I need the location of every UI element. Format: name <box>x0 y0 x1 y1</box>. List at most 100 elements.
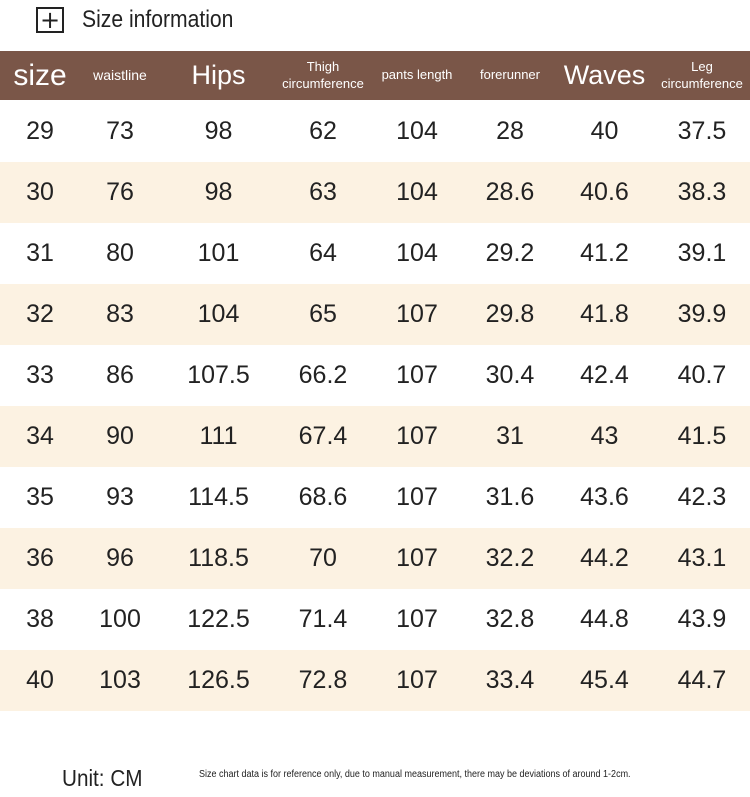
table-cell: 98 <box>204 116 233 145</box>
table-cell: 41.2 <box>580 239 629 267</box>
table-cell: 32 <box>26 300 54 328</box>
header-waistline: waistline <box>93 66 147 83</box>
table-cell: 65 <box>309 300 337 328</box>
table-cell: 38 <box>26 605 54 633</box>
table-cell: 107 <box>396 361 438 389</box>
table-cell: 33 <box>26 361 54 389</box>
table-cell: 40 <box>26 666 54 694</box>
table-cell: 72.8 <box>298 666 348 694</box>
table-cell: 107.5 <box>187 361 250 389</box>
table-cell: 42.4 <box>580 361 629 389</box>
table-cell: 107 <box>396 422 438 450</box>
table-cell: 28.6 <box>485 178 535 206</box>
table-cell: 34 <box>26 422 54 450</box>
table-cell: 62 <box>309 116 337 145</box>
table-cell: 90 <box>106 422 134 450</box>
table-cell: 42.3 <box>677 483 727 511</box>
table-cell: 122.5 <box>187 605 250 633</box>
table-cell: 41.8 <box>580 300 629 328</box>
table-row: 34 90 111 67.4 107 31 43 41.5 <box>0 406 750 467</box>
unit-label: Unit: CM <box>62 765 143 791</box>
size-table: size waistline Hips Thigh circumference p… <box>0 51 750 711</box>
table-cell: 35 <box>26 483 54 511</box>
table-row: 40 103 126.5 72.8 107 33.4 45.4 44.7 <box>0 650 750 711</box>
table-cell: 80 <box>106 239 134 267</box>
table-cell: 107 <box>396 605 438 633</box>
table-cell: 44.2 <box>580 544 629 572</box>
header-thigh-circumference: Thigh circumference <box>282 59 364 91</box>
table-cell: 44.7 <box>677 666 727 694</box>
table-cell: 45.4 <box>580 666 629 694</box>
table-cell: 104 <box>197 300 240 328</box>
page-title: Size information <box>82 6 234 33</box>
table-cell: 107 <box>396 483 438 511</box>
table-row: 33 86 107.5 66.2 107 30.4 42.4 40.7 <box>0 345 750 406</box>
table-cell: 41.5 <box>677 422 727 450</box>
table-cell: 107 <box>396 544 438 572</box>
table-cell: 67.4 <box>298 422 348 450</box>
table-cell: 43 <box>590 422 619 450</box>
table-cell: 43.1 <box>677 544 727 572</box>
table-cell: 40.7 <box>677 361 727 389</box>
header-leg-circumference: Leg circumference <box>661 59 743 91</box>
table-cell: 43.9 <box>677 605 727 633</box>
table-cell: 37.5 <box>677 116 727 145</box>
table-cell: 86 <box>106 361 134 389</box>
table-cell: 64 <box>309 239 337 267</box>
table-cell: 31.6 <box>485 483 535 511</box>
table-cell: 32.8 <box>485 605 535 633</box>
table-cell: 68.6 <box>298 483 348 511</box>
table-cell: 32.2 <box>485 544 535 572</box>
header-pants-length: pants length <box>381 67 453 83</box>
table-cell: 33.4 <box>485 666 535 694</box>
header-hips: Hips <box>191 59 246 90</box>
table-cell: 43.6 <box>580 483 629 511</box>
table-cell: 83 <box>106 300 134 328</box>
table-cell: 28 <box>496 116 524 145</box>
table-cell: 71.4 <box>298 605 348 633</box>
table-cell: 70 <box>309 544 337 572</box>
table-cell: 104 <box>396 116 438 145</box>
table-row: 38 100 122.5 71.4 107 32.8 44.8 43.9 <box>0 589 750 650</box>
table-row: 35 93 114.5 68.6 107 31.6 43.6 42.3 <box>0 467 750 528</box>
table-cell: 39.9 <box>677 300 727 328</box>
table-cell: 114.5 <box>188 483 249 511</box>
table-cell: 31 <box>496 422 524 450</box>
table-cell: 29.8 <box>485 300 535 328</box>
table-cell: 29.2 <box>485 239 535 267</box>
table-cell: 36 <box>26 544 54 572</box>
table-cell: 40 <box>590 116 619 145</box>
table-cell: 93 <box>106 483 134 511</box>
table-cell: 111 <box>199 422 238 450</box>
table-cell: 126.5 <box>187 666 250 694</box>
title-bar: + Size information <box>36 5 254 35</box>
table-cell: 29 <box>26 116 54 145</box>
table-cell: 73 <box>106 116 134 145</box>
table-row: 31 80 101 64 104 29.2 41.2 39.1 <box>0 223 750 284</box>
table-cell: 96 <box>106 544 134 572</box>
reference-note: Size chart data is for reference only, d… <box>199 769 631 780</box>
table-row: 30 76 98 63 104 28.6 40.6 38.3 <box>0 162 750 223</box>
table-row: 36 96 118.5 70 107 32.2 44.2 43.1 <box>0 528 750 589</box>
table-cell: 39.1 <box>677 239 727 267</box>
table-cell: 104 <box>396 178 438 206</box>
table-cell: 38.3 <box>677 178 727 206</box>
table-cell: 101 <box>197 239 240 267</box>
table-cell: 118.5 <box>188 544 249 572</box>
table-row: 32 83 104 65 107 29.8 41.8 39.9 <box>0 284 750 345</box>
table-header-row: size waistline Hips Thigh circumference p… <box>0 51 750 100</box>
table-cell: 63 <box>309 178 337 206</box>
table-cell: 66.2 <box>298 361 348 389</box>
table-cell: 31 <box>26 239 54 267</box>
table-cell: 30 <box>26 178 54 206</box>
table-cell: 76 <box>106 178 134 206</box>
table-cell: 40.6 <box>580 178 629 206</box>
table-cell: 30.4 <box>485 361 535 389</box>
table-cell: 98 <box>204 178 233 206</box>
header-waves: Waves <box>563 59 646 90</box>
table-cell: 100 <box>99 605 141 633</box>
table-body: 29 73 98 62 104 28 40 37.5 30 76 98 63 104 28.6 40.6 38… <box>0 100 750 711</box>
header-size: size <box>13 58 67 92</box>
table-cell: 104 <box>396 239 438 267</box>
table-cell: 44.8 <box>580 605 629 633</box>
